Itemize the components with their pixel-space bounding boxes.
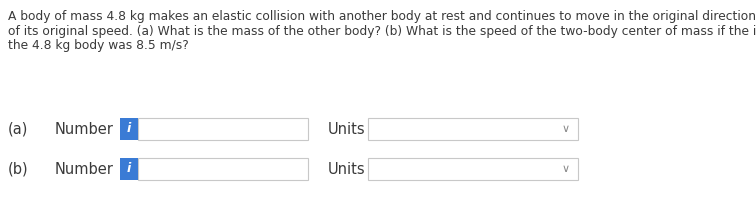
FancyBboxPatch shape (120, 118, 138, 140)
Text: the 4.8 kg body was 8.5 m/s?: the 4.8 kg body was 8.5 m/s? (8, 39, 189, 52)
Text: of its original speed. (a) What is the mass of the other body? (b) What is the s: of its original speed. (a) What is the m… (8, 25, 756, 37)
Text: (b): (b) (8, 162, 29, 176)
Text: A body of mass 4.8 kg makes an elastic collision with another body at rest and c: A body of mass 4.8 kg makes an elastic c… (8, 10, 756, 23)
Text: i: i (127, 123, 131, 135)
FancyBboxPatch shape (138, 158, 308, 180)
FancyBboxPatch shape (120, 158, 138, 180)
Text: i: i (127, 163, 131, 175)
Text: ∨: ∨ (562, 124, 570, 134)
FancyBboxPatch shape (368, 158, 578, 180)
Text: (a): (a) (8, 122, 29, 136)
FancyBboxPatch shape (138, 118, 308, 140)
Text: Units: Units (328, 122, 366, 136)
FancyBboxPatch shape (368, 118, 578, 140)
Text: ∨: ∨ (562, 164, 570, 174)
Text: Number: Number (55, 122, 114, 136)
Text: Units: Units (328, 162, 366, 176)
Text: Number: Number (55, 162, 114, 176)
